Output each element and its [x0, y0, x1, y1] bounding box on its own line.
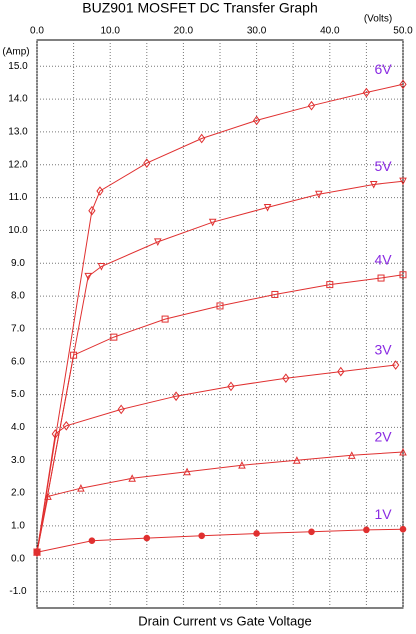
marker [362, 87, 371, 98]
series-line [36, 528, 404, 553]
marker [198, 133, 206, 144]
marker [117, 404, 125, 415]
y-tick-label: 10.0 [8, 225, 28, 236]
marker [399, 177, 407, 186]
marker [293, 456, 301, 464]
marker [172, 391, 180, 402]
marker [88, 537, 96, 544]
x-tick-label: 50.0 [393, 26, 413, 37]
marker [128, 474, 136, 482]
marker [252, 115, 261, 126]
marker [271, 290, 279, 298]
y-tick-label: 6.0 [11, 356, 25, 367]
x-tick-label: 20.0 [174, 26, 194, 37]
marker [263, 203, 272, 212]
marker [62, 420, 70, 431]
marker [143, 534, 151, 542]
marker [96, 186, 104, 196]
marker [77, 484, 85, 492]
x-tick-label: 30.0 [247, 26, 267, 37]
y-tick-label: 4.0 [11, 422, 25, 433]
series-label: 5V [374, 158, 392, 174]
marker [44, 492, 52, 500]
y-tick-label: 5.0 [11, 389, 25, 400]
marker [326, 281, 334, 289]
marker [51, 429, 59, 439]
marker [363, 526, 370, 534]
marker [308, 528, 315, 536]
marker [84, 272, 93, 281]
marker [377, 274, 385, 282]
marker [399, 525, 407, 533]
x-unit: (Volts) [364, 14, 392, 25]
marker [315, 190, 323, 199]
marker [369, 180, 378, 189]
marker [307, 100, 316, 111]
marker [399, 447, 407, 456]
marker [208, 218, 217, 227]
x-tick-label: 10.0 [100, 26, 120, 37]
y-unit: (Amp) [2, 47, 29, 58]
plot-frame [36, 39, 404, 609]
marker [399, 79, 407, 90]
y-tick-label: 11.0 [9, 192, 28, 203]
series-label: 3V [374, 342, 392, 358]
y-tick-label: 0.0 [11, 553, 25, 564]
x-tick-label: 0.0 [30, 26, 44, 37]
series-label: 2V [374, 429, 392, 445]
marker [110, 333, 118, 341]
marker [161, 315, 169, 323]
x-axis-label: Drain Current vs Gate Voltage [138, 613, 311, 628]
series-label: 1V [374, 506, 392, 522]
marker [33, 548, 41, 556]
y-tick-label: 2.0 [11, 488, 25, 499]
y-tick-label: 9.0 [11, 258, 25, 269]
marker [183, 467, 191, 476]
y-tick-label: 3.0 [11, 455, 25, 466]
series-label: 4V [374, 251, 392, 267]
marker [70, 351, 78, 359]
y-tick-label: 7.0 [11, 324, 25, 335]
series-line [36, 364, 396, 553]
series-label: 6V [374, 61, 392, 77]
marker [143, 158, 151, 168]
marker [392, 360, 400, 370]
y-tick-label: 14.0 [8, 94, 28, 105]
marker [337, 366, 345, 377]
x-tick-label: 40.0 [320, 26, 340, 37]
marker [97, 263, 106, 271]
y-tick-label: 1.0 [11, 521, 25, 532]
marker [198, 532, 205, 540]
y-tick-label: 13.0 [8, 127, 28, 138]
marker [282, 373, 290, 384]
marker [216, 302, 224, 310]
marker [88, 205, 96, 216]
series-line [36, 274, 404, 553]
y-tick-label: 15.0 [8, 61, 28, 72]
marker [253, 530, 260, 537]
marker [227, 381, 235, 392]
y-tick-label: -1.0 [9, 586, 27, 597]
y-tick-label: 12.0 [8, 159, 28, 170]
series-line [36, 83, 404, 553]
marker [347, 451, 356, 459]
series-line [36, 180, 404, 553]
marker [153, 238, 162, 247]
marker [238, 461, 246, 469]
marker [399, 271, 407, 279]
chart-title: BUZ901 MOSFET DC Transfer Graph [82, 0, 317, 16]
y-tick-label: 8.0 [11, 291, 25, 302]
series-line [36, 451, 404, 553]
